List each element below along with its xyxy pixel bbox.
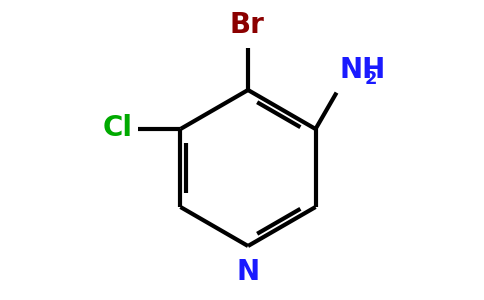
Text: N: N xyxy=(237,258,259,286)
Text: Br: Br xyxy=(229,11,264,39)
Text: NH: NH xyxy=(340,56,386,84)
Text: Cl: Cl xyxy=(103,113,133,142)
Text: 2: 2 xyxy=(365,70,378,88)
